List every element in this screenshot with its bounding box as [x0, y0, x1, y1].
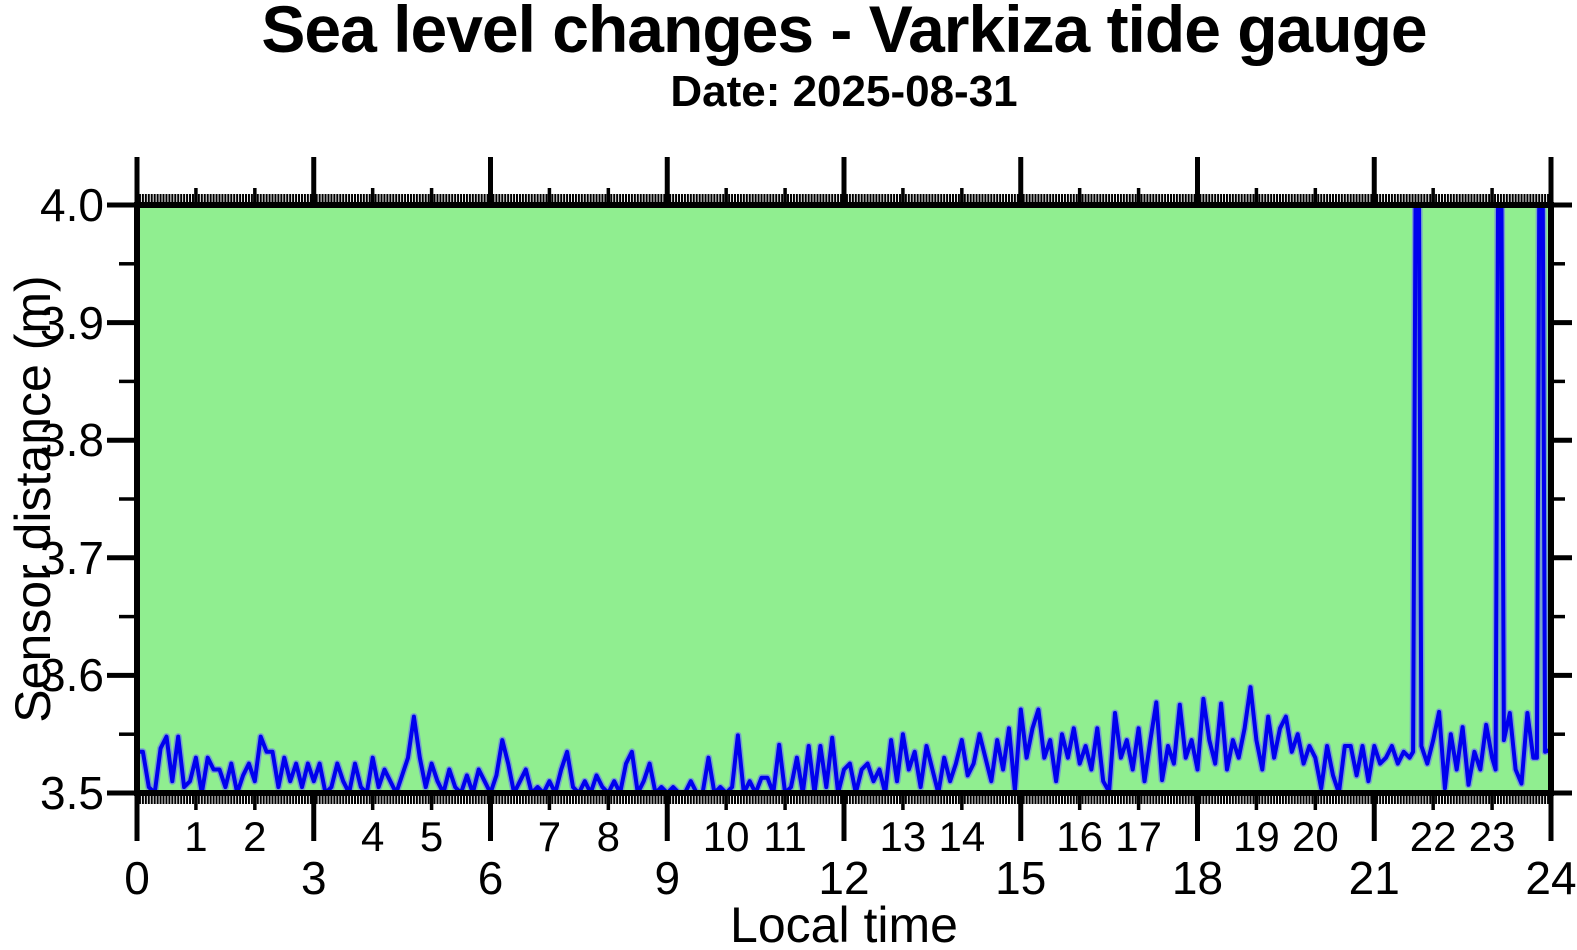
y-tick-label: 3.7: [40, 531, 104, 584]
x-major-tick-label: 21: [1348, 852, 1400, 904]
x-hour-tick-label: 7: [537, 813, 562, 860]
x-hour-tick-label: 1: [184, 813, 208, 860]
x-hour-tick-label: 8: [596, 813, 620, 860]
y-tick-label: 3.8: [40, 414, 104, 467]
y-tick-label: 4.0: [40, 179, 104, 231]
x-hour-tick-label: 2: [243, 813, 267, 860]
x-hour-tick-label: 19: [1233, 813, 1280, 860]
x-major-tick-label: 18: [1171, 852, 1224, 904]
x-major-tick-label: 0: [124, 852, 150, 904]
plot-background: [137, 205, 1551, 793]
x-hour-tick-label: 10: [702, 813, 750, 860]
x-major-tick-label: 3: [300, 852, 327, 904]
plot-frame: [134, 202, 1554, 796]
x-hour-tick-label: 23: [1468, 813, 1516, 860]
x-major-tick-label: 12: [818, 852, 870, 904]
y-tick-label: 3.5: [40, 767, 104, 819]
x-major-tick-label: 15: [995, 852, 1047, 904]
x-hour-tick-label: 11: [763, 813, 807, 860]
x-hour-tick-label: 14: [938, 813, 986, 860]
data-line: [137, 205, 1551, 793]
x-hour-tick-label: 16: [1056, 813, 1104, 860]
x-hour-tick-label: 17: [1115, 813, 1162, 860]
axis-ticks: [107, 157, 1572, 841]
x-major-tick-label: 9: [654, 852, 681, 904]
y-tick-label: 3.9: [40, 296, 104, 349]
x-major-tick-label: 6: [477, 852, 504, 904]
chart-title: Sea level changes - Varkiza tide gauge: [261, 0, 1427, 66]
y-tick-label: 3.6: [40, 649, 104, 702]
x-axis-title: Local time: [730, 897, 958, 950]
x-hour-tick-label: 4: [360, 813, 385, 860]
x-hour-tick-label: 13: [879, 813, 927, 860]
x-major-tick-label: 24: [1525, 852, 1577, 904]
x-hour-tick-label: 20: [1291, 813, 1339, 860]
x-hour-tick-label: 22: [1409, 813, 1457, 860]
x-hour-tick-label: 5: [419, 813, 444, 860]
chart-subtitle: Date: 2025-08-31: [670, 67, 1018, 116]
